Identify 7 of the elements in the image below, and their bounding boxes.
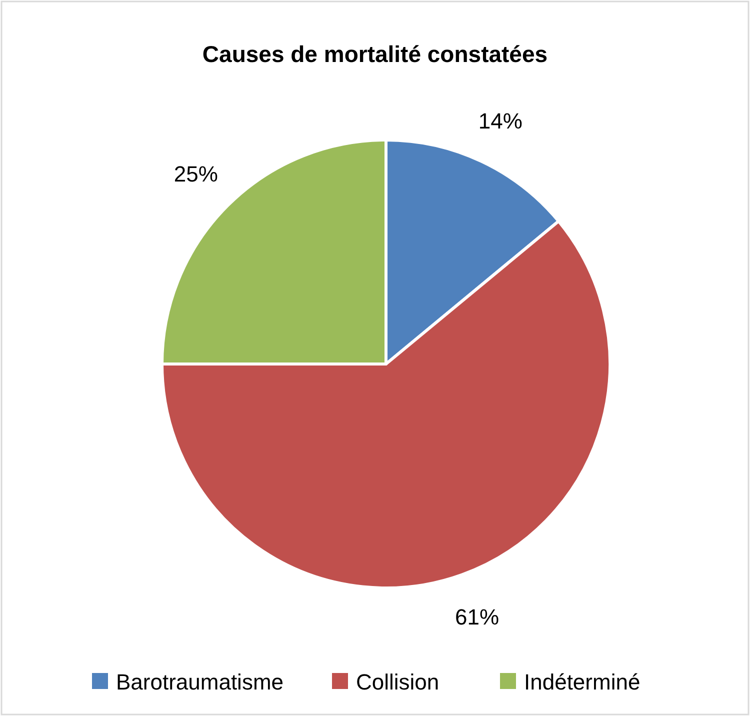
data-label: 61% <box>455 604 500 630</box>
legend-label: Barotraumatisme <box>116 670 284 694</box>
chart-title: Causes de mortalité constatées <box>202 41 548 67</box>
data-label: 25% <box>174 161 218 186</box>
legend-label: Indéterminé <box>524 670 640 694</box>
legend-label: Collision <box>356 670 440 694</box>
data-label: 14% <box>478 108 522 134</box>
